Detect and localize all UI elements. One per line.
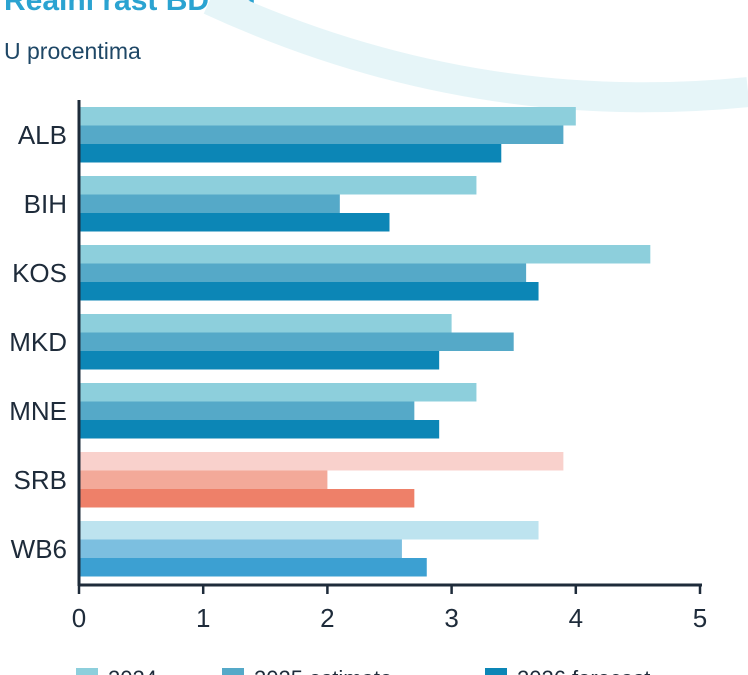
bar-srb-2026 bbox=[79, 489, 415, 508]
bar-alb-2025 bbox=[79, 125, 564, 144]
bar-srb-2024 bbox=[79, 452, 564, 471]
x-tick-label: 3 bbox=[444, 603, 458, 633]
bar-alb-2026 bbox=[79, 144, 502, 163]
chart-title: Realni rast BDP-a bbox=[4, 0, 256, 17]
bar-wb6-2024 bbox=[79, 521, 539, 540]
legend-swatch-2024 bbox=[76, 668, 98, 675]
bar-mkd-2025 bbox=[79, 332, 514, 351]
legend-label: 2024 bbox=[108, 666, 157, 675]
bar-mne-2024 bbox=[79, 383, 477, 402]
bar-wb6-2025 bbox=[79, 539, 402, 558]
bar-alb-2024 bbox=[79, 107, 576, 126]
bar-bih-2026 bbox=[79, 213, 390, 232]
background-swoosh bbox=[203, 0, 748, 113]
bar-kos-2025 bbox=[79, 263, 527, 282]
x-tick-label: 0 bbox=[72, 603, 86, 633]
bar-mkd-2024 bbox=[79, 314, 452, 333]
bar-kos-2024 bbox=[79, 245, 651, 264]
legend-swatch-2025 bbox=[222, 668, 244, 675]
bar-mne-2026 bbox=[79, 420, 440, 439]
legend-label: 2025 estimate bbox=[254, 666, 392, 675]
category-label: MNE bbox=[9, 396, 67, 426]
bar-bih-2025 bbox=[79, 194, 340, 213]
x-tick-label: 5 bbox=[693, 603, 707, 633]
bar-bih-2024 bbox=[79, 176, 477, 195]
legend-label: 2026 forecast bbox=[517, 666, 650, 675]
bar-kos-2026 bbox=[79, 282, 539, 301]
category-label: SRB bbox=[14, 465, 67, 495]
legend-swatch-2026 bbox=[485, 668, 507, 675]
category-label: BIH bbox=[24, 189, 67, 219]
category-label: ALB bbox=[18, 120, 67, 150]
category-label: MKD bbox=[9, 327, 67, 357]
bar-mkd-2026 bbox=[79, 351, 440, 370]
category-label: KOS bbox=[12, 258, 67, 288]
bar-srb-2025 bbox=[79, 470, 328, 489]
chart-subtitle: U procentima bbox=[4, 38, 141, 64]
category-label: WB6 bbox=[11, 534, 67, 564]
bar-mne-2025 bbox=[79, 401, 415, 420]
x-tick-label: 1 bbox=[196, 603, 210, 633]
x-tick-label: 4 bbox=[569, 603, 583, 633]
bar-wb6-2026 bbox=[79, 558, 427, 577]
x-tick-label: 2 bbox=[320, 603, 334, 633]
